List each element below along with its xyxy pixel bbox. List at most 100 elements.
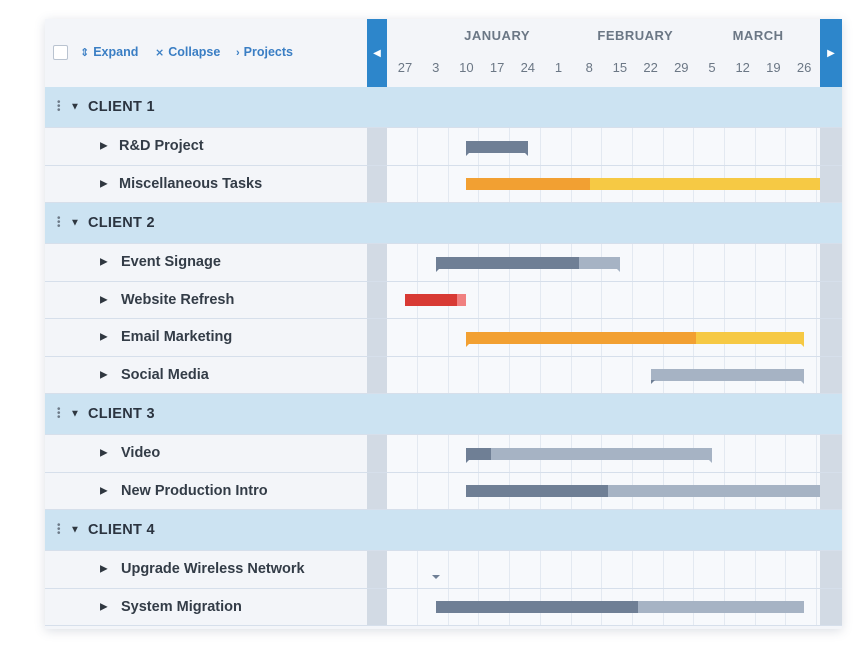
gridline [570, 281, 572, 318]
week-label: 19 [766, 60, 781, 75]
caret-down-icon[interactable]: ▼ [70, 101, 80, 113]
project-row[interactable]: ▶ Miscellaneous Tasks [45, 165, 842, 203]
gridline [816, 128, 818, 165]
expand-button[interactable]: ⇕ Expand [80, 45, 138, 59]
caret-right-icon[interactable]: ▶ [100, 256, 108, 268]
gridline [816, 435, 818, 472]
bar-remaining [696, 331, 805, 344]
select-all-checkbox[interactable] [53, 45, 68, 60]
projects-button[interactable]: › Projects [236, 45, 293, 59]
task-bar[interactable] [650, 369, 805, 385]
client-label: CLIENT 2 [88, 215, 155, 231]
task-bar[interactable] [466, 485, 820, 498]
gridline [601, 281, 603, 318]
bar-remaining [638, 601, 805, 614]
project-label: R&D Project [119, 138, 204, 155]
caret-right-icon[interactable]: ▶ [100, 294, 108, 306]
task-bar[interactable] [466, 178, 820, 191]
caret-right-icon[interactable]: ▶ [100, 331, 108, 343]
caret-down-icon[interactable]: ▼ [70, 524, 80, 536]
task-bar[interactable] [466, 331, 805, 347]
caret-right-icon[interactable]: ▶ [100, 369, 108, 381]
gridline [754, 128, 756, 165]
gridline [417, 128, 418, 165]
row-gutter [367, 551, 387, 588]
timeline-next-button[interactable]: ▶ [820, 19, 842, 87]
row-gutter [367, 435, 387, 472]
task-bar[interactable] [466, 447, 712, 463]
gridline [447, 128, 449, 165]
collapse-button[interactable]: ⨯ Collapse [155, 45, 220, 59]
client-row[interactable]: • • • ▼ CLIENT 4 [45, 510, 842, 551]
caret-down-icon[interactable]: ▼ [70, 408, 80, 420]
task-bar[interactable] [405, 294, 467, 307]
week-label: 10 [459, 60, 474, 75]
gridline [693, 281, 695, 318]
task-bar[interactable] [435, 601, 805, 614]
project-label: Event Signage [121, 254, 221, 271]
caret-right-icon[interactable]: ▶ [100, 563, 108, 575]
bar-start-cap [435, 267, 440, 272]
gridline [509, 281, 511, 318]
gridline [816, 319, 818, 356]
row-gutter [367, 281, 387, 318]
gridline [754, 551, 756, 588]
caret-right-icon[interactable]: ▶ [100, 447, 108, 459]
gridline [662, 551, 664, 588]
caret-right-icon[interactable]: ▶ [100, 178, 108, 190]
gridline [478, 281, 480, 318]
client-label: CLIENT 1 [88, 99, 155, 115]
project-row[interactable]: ▶ System Migration [45, 588, 842, 626]
timeline-prev-button[interactable]: ◀ [367, 19, 387, 87]
caret-down-icon[interactable]: ▼ [70, 217, 80, 229]
gridline [754, 244, 756, 281]
gridline [754, 435, 756, 472]
gridline [724, 435, 725, 472]
timeline-header: JANUARY FEBRUARY MARCH 27 3 10 17 24 1 8 15 22 29 5 12… [387, 19, 820, 88]
project-label: Upgrade Wireless Network [121, 561, 305, 578]
project-row[interactable]: ▶ Email Marketing [45, 319, 842, 357]
project-label: New Production Intro [121, 482, 268, 499]
gridline [662, 281, 664, 318]
gridline [754, 281, 756, 318]
client-row[interactable]: • • • ▼ CLIENT 3 [45, 394, 842, 435]
client-row[interactable]: • • • ▼ CLIENT 1 [45, 87, 842, 128]
gridline [816, 551, 818, 588]
chevron-left-icon: ◀ [373, 47, 381, 59]
task-bar[interactable] [466, 140, 528, 156]
caret-right-icon[interactable]: ▶ [100, 601, 108, 613]
drag-handle-icon[interactable]: • • • [57, 213, 61, 232]
row-gutter-right [820, 435, 842, 472]
project-row[interactable]: ▶ New Production Intro [45, 472, 842, 510]
week-label: 15 [612, 60, 628, 75]
gridline [570, 356, 572, 393]
drag-handle-icon[interactable]: • • • [57, 520, 61, 539]
row-gutter-right [820, 165, 842, 202]
bar-end-cap [431, 574, 436, 579]
gridline [539, 356, 541, 393]
client-row[interactable]: • • • ▼ CLIENT 2 [45, 203, 842, 244]
project-row[interactable]: ▶ R&D Project [45, 128, 842, 166]
project-row[interactable]: ▶ Website Refresh [45, 281, 842, 319]
project-row[interactable]: ▶ Social Media [45, 356, 842, 394]
caret-right-icon[interactable]: ▶ [100, 140, 108, 152]
row-gutter [367, 472, 387, 509]
drag-handle-icon[interactable]: • • • [57, 97, 61, 116]
gridline [816, 281, 818, 318]
row-timeline [387, 472, 820, 509]
project-row[interactable]: ▶ Event Signage [45, 244, 842, 282]
expand-icon: ⇕ [80, 47, 90, 59]
drag-handle-icon[interactable]: • • • [57, 404, 61, 423]
row-timeline [387, 356, 820, 393]
gridline [570, 128, 572, 165]
caret-right-icon[interactable]: ▶ [100, 485, 108, 497]
bar-remaining [579, 256, 620, 269]
row-gutter-right [820, 356, 842, 393]
gridline [724, 244, 725, 281]
task-bar[interactable] [435, 256, 620, 272]
gridline [447, 551, 449, 588]
gridline [539, 128, 541, 165]
project-row[interactable]: ▶ Upgrade Wireless Network [45, 551, 842, 589]
gridline [417, 435, 418, 472]
project-row[interactable]: ▶ Video [45, 435, 842, 473]
